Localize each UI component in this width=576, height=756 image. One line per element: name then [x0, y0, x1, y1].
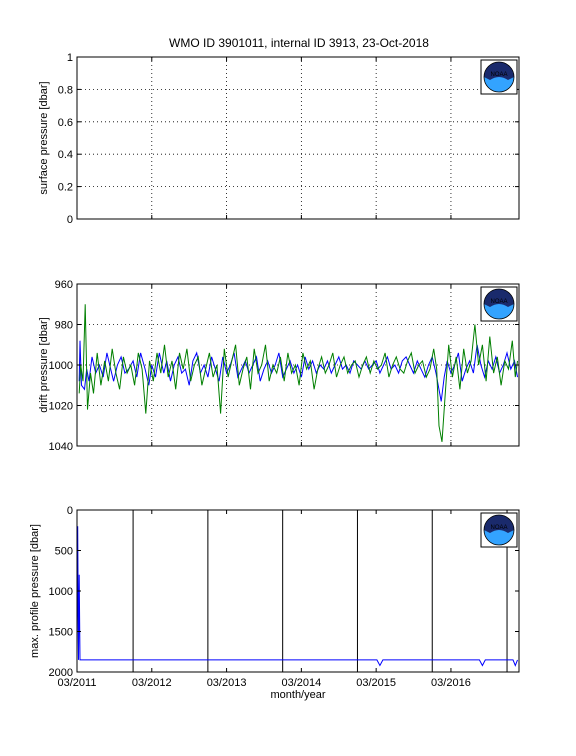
y-tick-label: 1020 — [49, 401, 73, 413]
noaa-logo-text: NOAA — [490, 299, 507, 305]
y-axis-label: surface pressure [dbar] — [38, 81, 50, 194]
y-tick-label: 980 — [55, 320, 73, 332]
chart-panel-2: 960 980 1000 1020 1040 drift pressure [dbar] N… — [38, 279, 520, 453]
axes-box — [76, 56, 520, 220]
noaa-logo-ring — [483, 61, 515, 93]
x-tick-label: 03/2014 — [281, 677, 321, 689]
y-tick-label: 500 — [55, 546, 73, 558]
noaa-logo-bird — [484, 289, 514, 307]
y-tick-label: 960 — [55, 279, 73, 291]
y-tick-label: 1000 — [49, 586, 73, 598]
x-axis-label: month/year — [270, 689, 325, 701]
y-axis-label: max. profile pressure [dbar] — [29, 524, 41, 658]
noaa-logo-ring — [483, 288, 515, 320]
noaa-logo-bird — [484, 62, 514, 80]
x-tick-label: 03/2015 — [356, 677, 396, 689]
chart-panel-1: 0 0.2 0.4 0.6 0.8 1 surface pressure [dbar] NOA… — [38, 52, 520, 226]
x-tick-label: 03/2013 — [207, 677, 247, 689]
y-tick-label: 1500 — [49, 627, 73, 639]
y-axis-label: drift pressure [dbar] — [38, 317, 50, 412]
y-tick-label: 0.2 — [58, 182, 73, 194]
y-tick-label: 1 — [67, 52, 73, 64]
y-tick-label: 0.6 — [58, 117, 73, 129]
y-tick-label: 0.4 — [58, 149, 73, 161]
y-tick-label: 0 — [67, 505, 73, 517]
y-tick-label: 1040 — [49, 441, 73, 453]
noaa-logo-bird — [484, 515, 514, 533]
x-tick-label: 03/2011 — [58, 677, 97, 689]
figure-title: WMO ID 3901011, internal ID 3913, 23-Oct… — [169, 36, 429, 50]
axes-box — [76, 509, 520, 673]
series-line-blue — [76, 526, 518, 667]
series-line-green — [78, 304, 518, 442]
y-tick-label: 0.8 — [58, 84, 73, 96]
x-tick-label: 03/2012 — [132, 677, 172, 689]
noaa-logo-text: NOAA — [490, 72, 507, 78]
y-tick-label: 0 — [67, 214, 73, 226]
noaa-logo-ring — [483, 514, 515, 546]
x-tick-label: 03/2016 — [431, 677, 471, 689]
noaa-logo-text: NOAA — [490, 525, 507, 531]
y-tick-label: 1000 — [49, 360, 73, 372]
y-tick-label: 2000 — [49, 667, 73, 679]
